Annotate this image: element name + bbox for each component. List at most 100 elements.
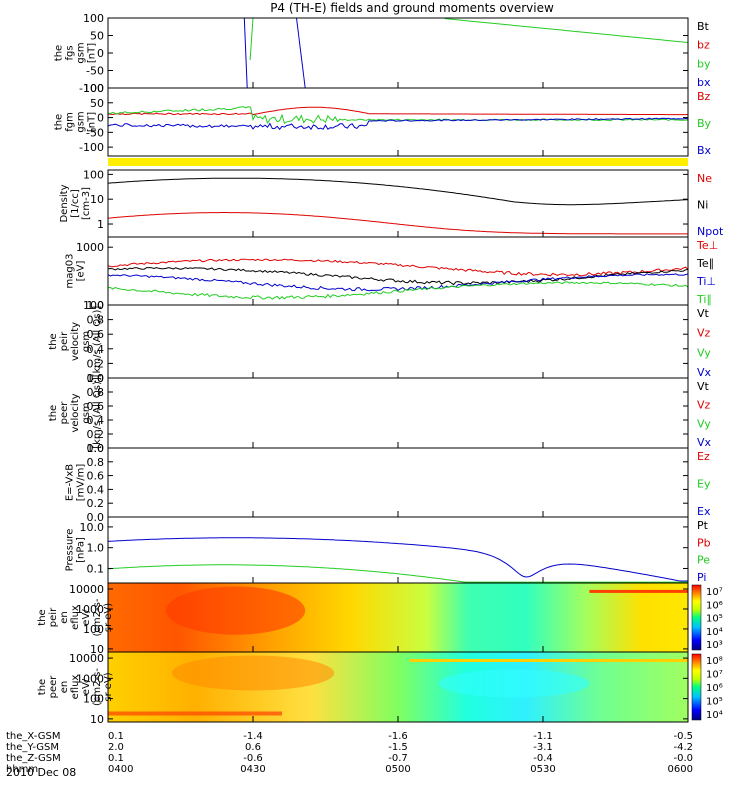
legend-entry: Ex: [697, 505, 711, 518]
legend-entry: Vz: [697, 327, 711, 340]
series-line-bx: [296, 17, 306, 89]
y-tick-label: 10: [90, 643, 104, 656]
y-tick-label: 10: [90, 193, 104, 206]
heatmap-band: [409, 659, 688, 662]
y-axis-label-line: peir: [48, 607, 59, 627]
y-axis-label-line: velocity: [70, 322, 81, 361]
y-axis-label-line: gsm: [76, 42, 87, 63]
legend-entry: bx: [697, 76, 711, 89]
legend-entry: Te⊥: [696, 239, 718, 252]
y-tick-label: 0.0: [87, 511, 105, 524]
figure-title: P4 (TH-E) fields and ground moments over…: [270, 1, 554, 15]
y-axis-label-line: peer: [59, 401, 70, 425]
y-axis-label-line: Pressure: [65, 529, 76, 572]
y-tick-label: 10000: [69, 652, 104, 665]
x-row-value: 0530: [530, 764, 555, 775]
colorbar-tick-label: 10³: [706, 640, 723, 651]
y-tick-label: 0.1: [87, 562, 105, 575]
y-axis-label-line: sr-eV): [103, 603, 114, 632]
y-axis-label-line: sr-eV): [103, 672, 114, 701]
y-axis-label-line: eV/: [81, 678, 92, 695]
y-axis-label-line: [cm-3]: [81, 187, 92, 220]
y-axis-label: the fgs gsm [nT]: [54, 42, 98, 63]
y-axis-label-line: E=-VxB: [65, 464, 76, 501]
y-axis-label-line: mag03: [65, 254, 76, 289]
panel-frame: [107, 87, 689, 157]
x-row-value: 0.1: [108, 731, 124, 742]
legend-entry: Ti∥: [696, 293, 712, 306]
series-line-bx: [107, 117, 689, 131]
y-axis-label-line: peir: [59, 331, 70, 351]
legend-entry: Ey: [697, 478, 711, 491]
y-axis-label-line: [mV/m]: [76, 464, 87, 502]
x-row-value: -1.1: [533, 731, 553, 742]
y-tick-label: 100: [83, 12, 104, 25]
x-row-value: -0.7: [388, 753, 408, 764]
x-row-label: the_Y-GSM: [6, 742, 59, 753]
heatmap-low: [438, 669, 590, 698]
heatmap-band: [108, 711, 282, 716]
y-axis-label-line: gsm: [81, 331, 92, 352]
panel-frame: [107, 447, 689, 518]
series-line-by: [249, 17, 254, 61]
y-axis-label-line: the: [54, 45, 65, 61]
y-tick-label: 0.4: [87, 414, 105, 427]
y-axis-label: the peir velocity gsm [km/s (All Qs)]: [48, 306, 103, 378]
y-tick-label: 0.6: [87, 470, 105, 483]
y-tick-label: 10: [90, 713, 104, 726]
legend-entry: Vt: [697, 307, 710, 320]
series-line-ni: [107, 177, 689, 206]
legend-entry: Vy: [697, 346, 711, 359]
y-tick-label: 0.2: [87, 428, 105, 441]
series-line-by-tail: [444, 18, 689, 43]
x-row-value: -4.2: [673, 742, 693, 753]
y-axis-label-line: peer: [48, 675, 59, 699]
y-axis-label: E=-VxB [mV/m]: [65, 464, 87, 502]
y-axis-label-line: eflux: [70, 675, 81, 700]
y-tick-label: 1.0: [87, 442, 105, 455]
panel-fgm: 100 50 0-50 -100 the fgm gsm [nT] Bz By Bx: [54, 82, 712, 157]
y-axis-label: the fgm gsm [nT]: [54, 111, 98, 132]
y-axis-label-line: [nT]: [87, 43, 98, 63]
y-tick-label: -100: [79, 82, 104, 95]
colorbar: [691, 653, 702, 721]
y-tick-label: 1.0: [87, 542, 105, 555]
colorbar-tick-label: 10⁶: [706, 600, 723, 611]
legend-entry: Bt: [697, 20, 710, 33]
x-row-label: the_X-GSM: [6, 731, 60, 742]
x-row-value: 0500: [385, 764, 410, 775]
legend-entry: by: [697, 57, 711, 70]
y-tick-label: 1: [97, 218, 104, 231]
legend-entry: Vy: [697, 417, 711, 430]
colorbar-tick-label: 10⁷: [706, 587, 723, 598]
y-tick-label: 0.8: [87, 386, 105, 399]
series-line-pi: [107, 537, 688, 582]
x-row-label: the_Z-GSM: [6, 753, 61, 764]
y-axis-label-line: [nT]: [87, 112, 98, 132]
x-axis-labels: the_X-GSM 0.1 -1.4 -1.6 -1.1 -0.5 the_Y-GSM 2.0…: [6, 731, 693, 775]
legend-entry: Ni: [697, 199, 708, 212]
y-axis-label-line: [1/cc]: [70, 189, 81, 218]
series-line-te-par: [107, 267, 689, 286]
y-tick-label: 0.4: [87, 343, 105, 356]
y-tick-label: 0.8: [87, 314, 105, 327]
legend-entry: Bx: [697, 144, 712, 157]
x-row-value: 0430: [240, 764, 265, 775]
y-axis-label: Density [1/cc] [cm-3]: [59, 184, 92, 222]
series-line-ti-par: [107, 281, 689, 300]
y-axis-label-line: (cm2-s-: [92, 668, 103, 706]
y-axis-label-line: the: [48, 333, 59, 349]
panel-frame: [107, 377, 689, 449]
y-axis-label: the peir en eflux eV/(cm2-s-sr-eV): [37, 598, 114, 636]
y-tick-label: 10000: [69, 583, 104, 596]
y-axis-label-line: velocity: [70, 393, 81, 432]
y-tick-label: 1000: [76, 672, 104, 685]
x-row-value: -3.1: [533, 742, 553, 753]
heatmap-peak: [171, 655, 335, 691]
series-line-pe: [107, 564, 688, 583]
y-axis-label: mag03 [eV]: [65, 254, 87, 289]
x-row-value: -1.4: [243, 731, 263, 742]
y-tick-label: 1.0: [87, 299, 105, 312]
